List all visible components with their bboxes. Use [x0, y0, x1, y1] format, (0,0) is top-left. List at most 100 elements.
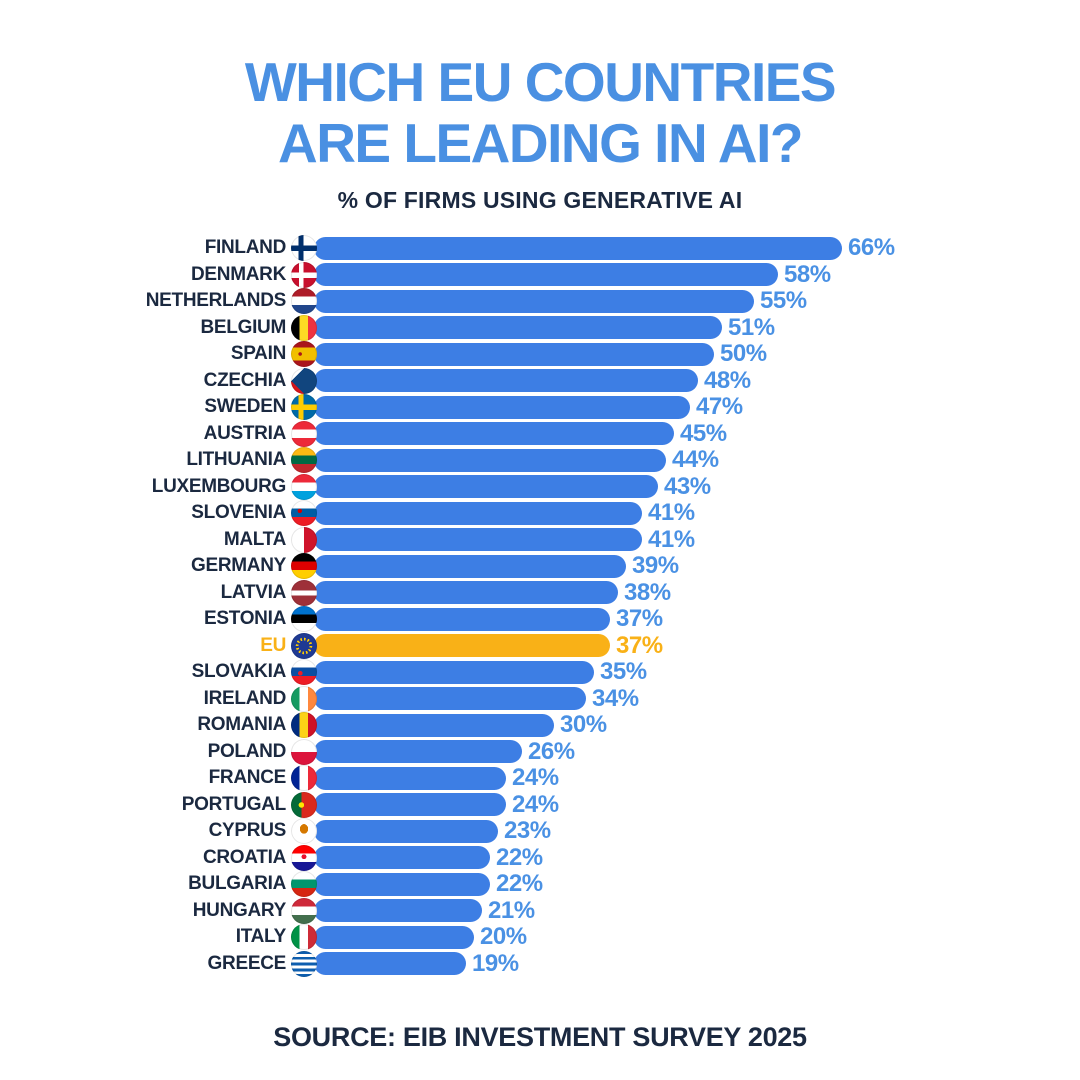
- value-label: 35%: [600, 658, 647, 686]
- chart-row: HUNGARY 21%: [50, 897, 895, 925]
- value-bar: [314, 872, 490, 896]
- value-label: 44%: [672, 446, 719, 474]
- chart-row: SLOVAKIA 35%: [50, 658, 895, 686]
- country-label: AUSTRIA: [203, 422, 287, 444]
- chart-row: EU 37%: [50, 631, 895, 660]
- croatia-flag-icon: [291, 844, 317, 871]
- poland-flag-icon: [291, 738, 317, 765]
- country-label: SLOVAKIA: [191, 661, 287, 683]
- luxembourg-flag-icon: [291, 473, 317, 500]
- value-bar: [314, 766, 506, 790]
- value-label: 41%: [648, 525, 695, 553]
- value-bar: [314, 607, 610, 631]
- country-label: NETHERLANDS: [145, 290, 287, 312]
- value-bar: [314, 740, 522, 764]
- country-label: GERMANY: [190, 555, 286, 577]
- chart-row: BULGARIA 22%: [50, 870, 895, 898]
- value-bar: [314, 342, 714, 366]
- country-label: GREECE: [207, 952, 287, 974]
- hungary-flag-icon: [291, 897, 317, 924]
- value-bar: [314, 952, 466, 976]
- country-label: LATVIA: [220, 581, 287, 603]
- value-bar: [314, 528, 642, 552]
- value-bar: [314, 660, 594, 684]
- country-label: HUNGARY: [192, 899, 287, 921]
- chart-row: DENMARK 58%: [50, 260, 895, 289]
- chart-row: AUSTRIA 45%: [50, 420, 895, 448]
- value-bar: [314, 846, 490, 870]
- chart-subtitle: % OF FIRMS USING GENERATIVE AI: [337, 187, 743, 213]
- country-label: BELGIUM: [200, 316, 286, 338]
- chart-row: CZECHIA 48%: [50, 367, 895, 395]
- cyprus-flag-icon: [291, 818, 317, 845]
- chart-row: CROATIA 22%: [50, 843, 895, 872]
- chart-row: MALTA 41%: [50, 525, 895, 554]
- value-bar: [314, 581, 618, 605]
- chart-row: GREECE 19%: [50, 949, 895, 978]
- value-bar: [314, 634, 610, 658]
- malta-flag-icon: [291, 526, 317, 553]
- value-bar: [314, 395, 690, 419]
- bar-chart: FINLAND 66% DENMARK 58% NETHERLANDS 55% BELGIU…: [50, 234, 895, 978]
- value-label: 30%: [560, 711, 607, 739]
- value-label: 37%: [616, 605, 663, 633]
- value-label: 24%: [512, 764, 559, 792]
- value-bar: [314, 819, 498, 843]
- chart-row: ESTONIA 37%: [50, 605, 895, 633]
- country-label: CZECHIA: [203, 369, 287, 391]
- chart-row: IRELAND 34%: [50, 684, 895, 713]
- value-bar: [314, 316, 722, 340]
- denmark-flag-icon: [291, 261, 317, 288]
- value-label: 55%: [760, 287, 807, 315]
- country-label: LITHUANIA: [186, 449, 286, 471]
- country-label: MALTA: [223, 528, 286, 550]
- chart-row: ROMANIA 30%: [50, 711, 895, 739]
- chart-row: BELGIUM 51%: [50, 313, 895, 342]
- country-label: ESTONIA: [203, 608, 286, 630]
- value-label: 22%: [496, 843, 543, 871]
- country-label: ROMANIA: [197, 714, 286, 736]
- chart-row: LUXEMBOURG 43%: [50, 473, 895, 501]
- value-label: 37%: [616, 631, 663, 659]
- greece-flag-icon: [291, 950, 317, 977]
- chart-row: SLOVENIA 41%: [50, 499, 895, 527]
- value-label: 58%: [784, 260, 831, 288]
- value-bar: [314, 687, 586, 711]
- value-label: 26%: [528, 737, 575, 765]
- source-caption: SOURCE: EIB INVESTMENT SURVEY 2025: [273, 1022, 807, 1052]
- country-label: FRANCE: [208, 767, 287, 789]
- spain-flag-icon: [291, 341, 317, 368]
- chart-row: ITALY 20%: [50, 923, 895, 951]
- value-label: 39%: [632, 552, 679, 580]
- value-bar: [314, 448, 666, 472]
- chart-row: FRANCE 24%: [50, 764, 895, 792]
- sweden-flag-icon: [291, 394, 317, 421]
- portugal-flag-icon: [291, 791, 317, 818]
- value-label: 38%: [624, 578, 671, 606]
- value-label: 23%: [504, 817, 551, 845]
- value-bar: [314, 422, 674, 446]
- value-bar: [314, 369, 698, 393]
- value-label: 19%: [472, 949, 519, 977]
- chart-row: FINLAND 66%: [50, 234, 895, 262]
- france-flag-icon: [291, 765, 317, 792]
- value-label: 22%: [496, 870, 543, 898]
- value-label: 50%: [720, 340, 767, 368]
- value-bar: [314, 899, 482, 923]
- slovakia-flag-icon: [291, 659, 317, 686]
- czechia-flag-icon: [291, 367, 317, 394]
- estonia-flag-icon: [291, 606, 317, 633]
- chart-row: CYPRUS 23%: [50, 817, 895, 845]
- slovenia-flag-icon: [291, 500, 317, 527]
- value-label: 34%: [592, 684, 639, 712]
- page-title-line-2: ARE LEADING IN AI?: [277, 111, 804, 174]
- country-label: LUXEMBOURG: [151, 475, 287, 497]
- austria-flag-icon: [291, 420, 317, 447]
- ireland-flag-icon: [291, 685, 317, 712]
- value-label: 51%: [728, 313, 775, 341]
- title-block: WHICH EU COUNTRIES ARE LEADING IN AI? % …: [0, 52, 1080, 214]
- bulgaria-flag-icon: [291, 871, 317, 898]
- value-bar: [314, 554, 626, 578]
- lithuania-flag-icon: [291, 447, 317, 474]
- country-label: DENMARK: [190, 263, 286, 285]
